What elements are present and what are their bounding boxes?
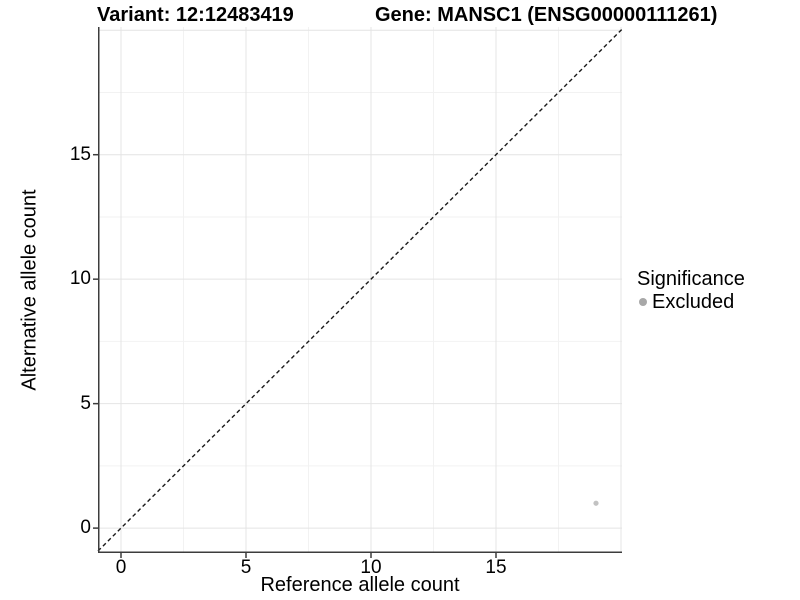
legend-item-label: Excluded xyxy=(652,291,735,313)
legend-item-excluded: Excluded xyxy=(637,291,745,313)
variant-title: Variant: 12:12483419 xyxy=(97,4,294,26)
y-axis-title: Alternative allele count xyxy=(18,189,41,391)
y-tick-label: 15 xyxy=(69,143,91,165)
x-tick-label: 0 xyxy=(115,557,127,578)
y-tick-label: 10 xyxy=(69,268,91,290)
plot-canvas xyxy=(93,27,623,558)
legend-title: Significance xyxy=(637,268,745,290)
plot-panel xyxy=(93,27,623,558)
y-tick-label: 5 xyxy=(80,392,91,414)
x-tick-label: 15 xyxy=(485,557,507,578)
excluded-point-icon xyxy=(639,298,647,306)
gene-title: Gene: MANSC1 (ENSG00000111261) xyxy=(375,4,718,26)
data-point xyxy=(593,500,599,506)
x-axis-title: Reference allele count xyxy=(260,574,460,596)
legend: Significance Excluded xyxy=(637,268,745,313)
identity-line xyxy=(97,28,623,552)
y-tick-label: 0 xyxy=(80,517,91,539)
x-tick-label: 10 xyxy=(360,557,382,578)
x-tick-label: 5 xyxy=(240,557,252,578)
